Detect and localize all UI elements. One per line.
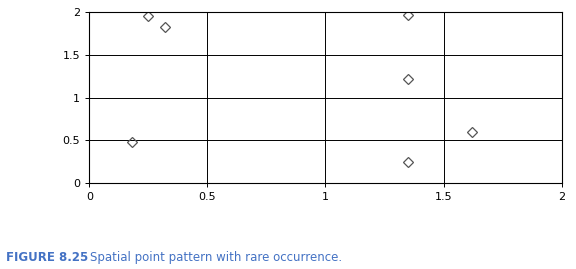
Text: FIGURE 8.25: FIGURE 8.25: [6, 251, 88, 264]
Text: Spatial point pattern with rare occurrence.: Spatial point pattern with rare occurren…: [75, 251, 342, 264]
